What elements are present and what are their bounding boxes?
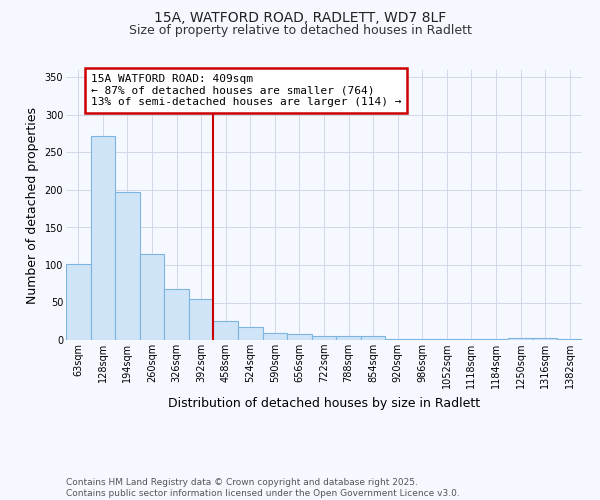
Bar <box>312 336 336 340</box>
Bar <box>115 192 140 340</box>
Bar <box>508 338 533 340</box>
Bar <box>91 136 115 340</box>
Bar <box>263 333 287 340</box>
Bar <box>410 338 434 340</box>
Text: Size of property relative to detached houses in Radlett: Size of property relative to detached ho… <box>128 24 472 37</box>
Bar <box>459 339 484 340</box>
Bar <box>164 289 189 340</box>
Bar <box>66 264 91 340</box>
Bar <box>140 254 164 340</box>
Bar <box>189 298 214 340</box>
Bar <box>238 326 263 340</box>
Bar <box>287 334 312 340</box>
Bar <box>336 336 361 340</box>
Bar <box>361 336 385 340</box>
X-axis label: Distribution of detached houses by size in Radlett: Distribution of detached houses by size … <box>168 396 480 409</box>
Text: 15A, WATFORD ROAD, RADLETT, WD7 8LF: 15A, WATFORD ROAD, RADLETT, WD7 8LF <box>154 11 446 25</box>
Bar <box>533 338 557 340</box>
Bar <box>385 338 410 340</box>
Y-axis label: Number of detached properties: Number of detached properties <box>26 106 39 304</box>
Text: Contains HM Land Registry data © Crown copyright and database right 2025.
Contai: Contains HM Land Registry data © Crown c… <box>66 478 460 498</box>
Bar <box>557 338 582 340</box>
Bar <box>214 320 238 340</box>
Text: 15A WATFORD ROAD: 409sqm
← 87% of detached houses are smaller (764)
13% of semi-: 15A WATFORD ROAD: 409sqm ← 87% of detach… <box>91 74 401 107</box>
Bar <box>434 339 459 340</box>
Bar <box>484 339 508 340</box>
